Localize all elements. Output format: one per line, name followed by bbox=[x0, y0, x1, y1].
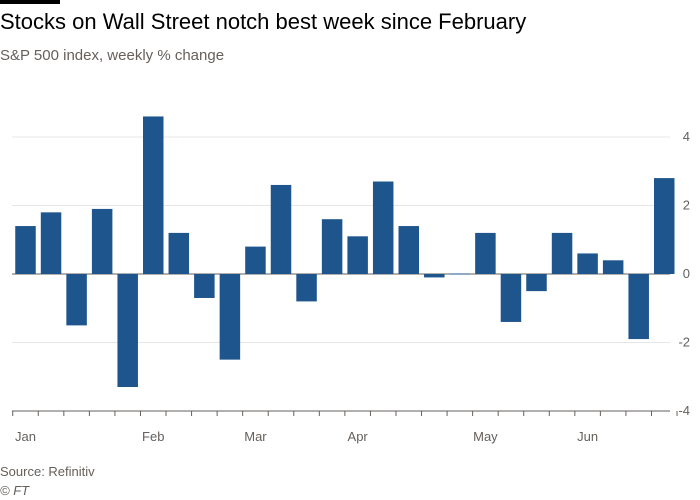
bars bbox=[15, 116, 675, 388]
x-month-label: May bbox=[473, 429, 498, 444]
bar bbox=[40, 212, 62, 274]
bar bbox=[526, 274, 547, 292]
bar bbox=[219, 274, 241, 360]
axes: 4 2 0 -2 -4 Jan Feb Mar Apr May Jun bbox=[12, 129, 690, 444]
bar bbox=[91, 208, 113, 274]
x-month-label: Mar bbox=[244, 429, 267, 444]
y-tick-label: 4 bbox=[683, 129, 690, 144]
bar bbox=[372, 181, 394, 274]
bar bbox=[66, 274, 87, 326]
bar bbox=[347, 236, 368, 274]
bar-chart: 4 2 0 -2 -4 Jan Feb Mar Apr May Jun bbox=[12, 116, 690, 444]
bar bbox=[628, 274, 649, 340]
bar bbox=[321, 219, 343, 274]
bar bbox=[245, 246, 266, 274]
bar bbox=[449, 273, 471, 275]
bar bbox=[296, 274, 317, 302]
y-tick-label: 0 bbox=[683, 266, 690, 281]
bar bbox=[15, 226, 36, 274]
chart-subtitle: S&P 500 index, weekly % change bbox=[0, 47, 225, 64]
ft-credit: © FT bbox=[0, 483, 30, 498]
bar bbox=[117, 274, 138, 388]
bar bbox=[424, 274, 445, 278]
bar bbox=[168, 232, 190, 274]
bar bbox=[143, 116, 164, 274]
chart-title: Stocks on Wall Street notch best week si… bbox=[0, 9, 527, 34]
x-month-label: Apr bbox=[348, 429, 369, 444]
y-tick-label: 2 bbox=[683, 198, 690, 213]
bar bbox=[500, 274, 522, 322]
y-tick-label: -2 bbox=[678, 335, 690, 350]
x-month-label: Jan bbox=[15, 429, 36, 444]
bar bbox=[602, 260, 624, 274]
bar bbox=[398, 226, 419, 274]
x-month-label: Jun bbox=[577, 429, 598, 444]
source-note: Source: Refinitiv bbox=[0, 464, 95, 479]
bar bbox=[654, 178, 675, 274]
bar bbox=[577, 253, 598, 274]
bar bbox=[270, 184, 292, 274]
bar bbox=[475, 232, 496, 274]
bar bbox=[194, 274, 215, 298]
ft-top-bar bbox=[0, 0, 60, 4]
bar bbox=[551, 232, 573, 274]
y-tick-label: -4 bbox=[678, 403, 690, 418]
gridlines bbox=[12, 136, 670, 412]
x-month-label: Feb bbox=[142, 429, 164, 444]
